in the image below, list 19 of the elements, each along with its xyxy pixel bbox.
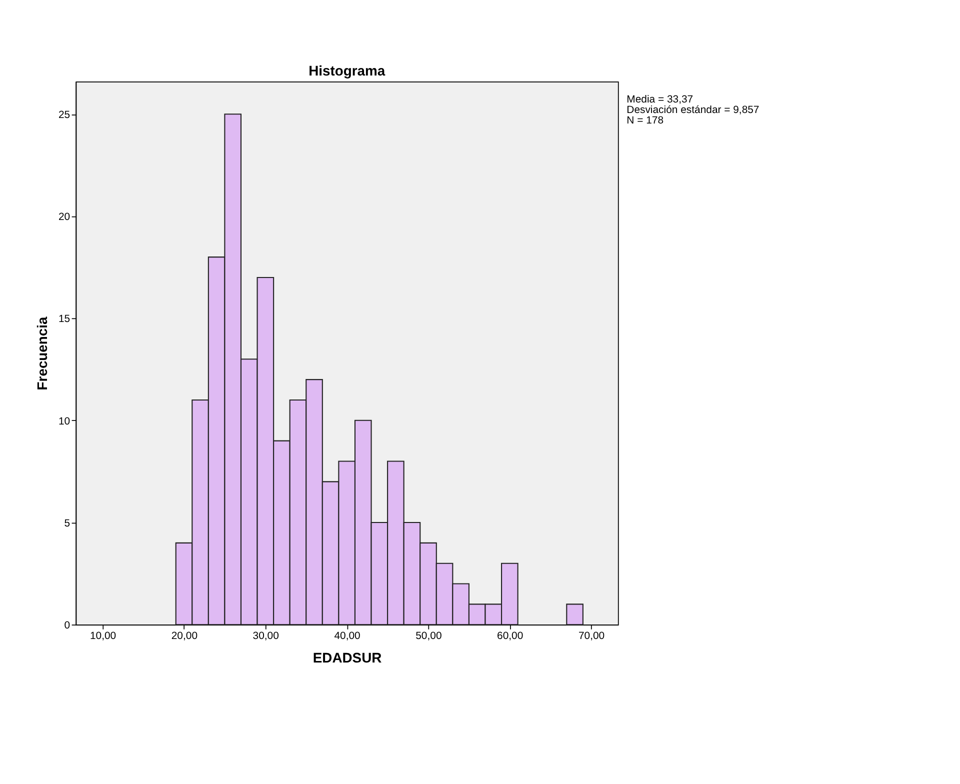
text: N = 178 xyxy=(626,115,664,126)
x-tick-label: 70,00 xyxy=(578,630,605,642)
x-tick-label: 10,00 xyxy=(90,630,116,642)
x-axis-title: EDADSUR xyxy=(312,649,382,666)
y-axis-title: Frecuencia xyxy=(34,316,50,390)
y-tick-label: 5 xyxy=(64,518,70,530)
y-tick-label: 10 xyxy=(58,416,70,428)
x-tick-label: 60,00 xyxy=(497,630,524,642)
text: Media = 33,37 xyxy=(626,94,694,106)
x-tick-label: 50,00 xyxy=(416,630,442,642)
y-tick-label: 25 xyxy=(58,110,70,122)
x-tick-label: 40,00 xyxy=(334,630,361,642)
y-tick-label: 15 xyxy=(58,314,70,326)
chart-title: Histograma xyxy=(308,62,386,78)
text: Desviación estándar = 9,857 xyxy=(626,104,760,116)
y-tick-label: 20 xyxy=(58,212,70,224)
x-tick-label: 20,00 xyxy=(171,630,198,642)
y-tick-label: 0 xyxy=(64,620,70,632)
x-tick-label: 30,00 xyxy=(252,630,280,642)
